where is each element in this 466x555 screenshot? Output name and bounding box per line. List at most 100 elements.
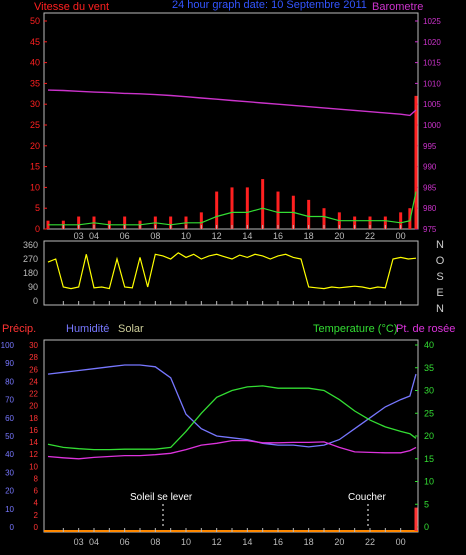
compass-letter: E	[436, 287, 443, 299]
dewpoint-line	[47, 439, 417, 460]
precip-y-tick-label: 10	[29, 462, 38, 471]
wind-y-tick-label: 40	[30, 58, 40, 68]
precip-y-tick-label: 2	[34, 511, 39, 520]
x-tick-label: 12	[212, 537, 222, 547]
humidity-y-tick-label: 90	[5, 359, 14, 368]
x-tick-label: 03	[74, 537, 84, 547]
baro-title: Barometre	[372, 1, 423, 13]
precip-y-tick-label: 6	[34, 487, 39, 496]
humidity-y-tick-label: 50	[5, 432, 14, 441]
graph-title: 24 hour graph date: 10 Septembre 2011	[172, 0, 367, 11]
x-tick-label: 14	[242, 537, 252, 547]
x-tick-label: 14	[242, 231, 252, 241]
compass-letter: O	[436, 255, 445, 267]
humidity-y-tick-label: 60	[5, 414, 14, 423]
precip-y-tick-label: 18	[29, 414, 38, 423]
precip-y-tick-label: 24	[29, 377, 38, 386]
x-tick-label: 10	[181, 231, 191, 241]
x-tick-label: 08	[150, 537, 160, 547]
direction-y-tick-label: 360	[23, 240, 38, 250]
humidity-y-tick-label: 20	[5, 487, 14, 496]
x-tick-label: 16	[273, 231, 283, 241]
wind-title: Vitesse du vent	[34, 1, 109, 13]
temperature-y-tick-label: 25	[424, 408, 434, 418]
x-tick-label: 06	[120, 231, 130, 241]
wind-y-tick-label: 50	[30, 16, 40, 26]
temperature-y-tick-label: 40	[424, 340, 434, 350]
temperature-y-tick-label: 20	[424, 431, 434, 441]
wind-direction-trace	[47, 252, 417, 290]
x-tick-label: 03	[74, 231, 84, 241]
x-tick-label: 18	[304, 537, 314, 547]
compass-letter: N	[436, 303, 444, 315]
wind-average-line	[48, 191, 417, 226]
baro-y-tick-label: 975	[423, 225, 437, 234]
x-tick-label: 16	[273, 537, 283, 547]
wind-y-tick-label: 15	[30, 162, 40, 172]
humidity-y-tick-label: 100	[1, 341, 15, 350]
solar-label: Solar	[118, 323, 144, 335]
compass-letter: N	[436, 239, 444, 251]
baro-y-tick-label: 1025	[423, 17, 441, 26]
baro-y-tick-label: 1010	[423, 79, 441, 88]
temperature-y-tick-label: 0	[424, 522, 429, 532]
direction-y-tick-label: 0	[33, 296, 38, 306]
baro-y-tick-label: 1020	[423, 38, 441, 47]
temperature-panel: 0102030405060708090100024681012141618202…	[1, 340, 434, 547]
x-tick-label: 06	[120, 537, 130, 547]
humidity-line	[47, 364, 417, 448]
x-tick-label: 12	[212, 231, 222, 241]
dewpoint-label: Pt. de rosée	[396, 323, 455, 335]
x-tick-label: 10	[181, 537, 191, 547]
precip-y-tick-label: 4	[34, 499, 39, 508]
precip-y-tick-label: 0	[34, 523, 39, 532]
humidity-y-tick-label: 40	[5, 450, 14, 459]
wind-panel: 0510152025303540455097598098599099510001…	[30, 16, 441, 241]
direction-panel-frame	[43, 240, 419, 306]
x-tick-label: 20	[334, 231, 344, 241]
x-tick-label: 04	[89, 537, 99, 547]
direction-y-tick-label: 180	[23, 268, 38, 278]
precip-y-tick-label: 16	[29, 426, 38, 435]
precip-label: Précip.	[2, 323, 36, 335]
precip-y-tick-label: 30	[29, 341, 38, 350]
baro-y-tick-label: 980	[423, 204, 437, 213]
x-tick-label: 04	[89, 231, 99, 241]
precip-y-tick-label: 8	[34, 474, 39, 483]
x-tick-label: 08	[150, 231, 160, 241]
humidity-y-tick-label: 0	[10, 523, 15, 532]
humidity-label: Humidité	[66, 323, 109, 335]
x-tick-label: 00	[396, 537, 406, 547]
x-tick-label: 22	[365, 537, 375, 547]
direction-panel: 0 90 180 270 360	[23, 240, 417, 306]
barometer-line	[47, 89, 417, 117]
baro-y-tick-label: 1000	[423, 121, 441, 130]
wind-y-tick-label: 30	[30, 99, 40, 109]
precip-y-tick-label: 14	[29, 438, 38, 447]
x-tick-label: 20	[334, 537, 344, 547]
x-tick-label: 22	[365, 231, 375, 241]
wind-y-tick-label: 0	[35, 224, 40, 234]
precip-y-tick-label: 28	[29, 353, 38, 362]
temperature-y-tick-label: 15	[424, 454, 434, 464]
direction-y-tick-label: 270	[23, 254, 38, 264]
precip-y-tick-label: 22	[29, 390, 38, 399]
temperature-y-tick-label: 30	[424, 386, 434, 396]
baro-y-tick-label: 995	[423, 142, 437, 151]
wind-y-tick-label: 45	[30, 37, 40, 47]
compass-letter: S	[436, 271, 443, 283]
bottom-panel-frame	[43, 339, 419, 533]
temperature-label: Temperature (°C)	[313, 323, 397, 335]
x-tick-label: 18	[304, 231, 314, 241]
wind-y-tick-label: 20	[30, 141, 40, 151]
precip-y-tick-label: 12	[29, 450, 38, 459]
temperature-y-tick-label: 10	[424, 477, 434, 487]
humidity-y-tick-label: 10	[5, 505, 14, 514]
baro-y-tick-label: 1015	[423, 59, 441, 68]
precip-y-tick-label: 26	[29, 365, 38, 374]
baro-y-tick-label: 985	[423, 183, 437, 192]
direction-y-tick-label: 90	[28, 282, 38, 292]
sunset-label: Coucher	[348, 492, 386, 503]
